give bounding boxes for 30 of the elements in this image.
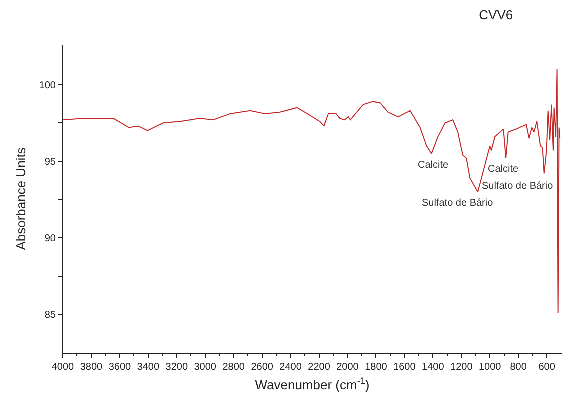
- x-tick-label: 1000: [478, 362, 502, 373]
- line-series: [63, 69, 561, 314]
- x-tick-label: 3600: [108, 362, 132, 373]
- annotation: Calcite: [418, 160, 450, 171]
- x-tick-label: 3800: [80, 362, 104, 373]
- x-tick-label: 2800: [222, 362, 246, 373]
- x-tick-label: 3200: [166, 362, 188, 373]
- x-tick-label: 2600: [251, 362, 274, 373]
- y-axis-title: Absorbance Units: [13, 147, 28, 250]
- x-tick-label: 2200: [308, 362, 331, 373]
- annotation: Sulfato de Bário: [422, 198, 494, 209]
- x-tick-label: 1600: [394, 362, 416, 373]
- annotation: Sulfato de Bário: [482, 181, 554, 192]
- y-tick-label: 85: [44, 310, 56, 322]
- y-tick-label: 90: [44, 234, 56, 245]
- annotation: Calcite: [488, 164, 520, 175]
- x-tick-label: 3000: [194, 362, 217, 373]
- y-tick-label: 95: [44, 156, 56, 168]
- x-tick-label: 2000: [336, 362, 360, 373]
- x-tick-label: 1800: [365, 362, 388, 373]
- x-axis-title: Wavenumber (cm$^{-1}$): [255, 376, 370, 393]
- x-tick-label: 600: [538, 362, 556, 373]
- y-tick-label: 100: [39, 80, 56, 92]
- x-tick-label: 4000: [52, 362, 75, 373]
- chart-title: CVV6: [479, 8, 514, 23]
- x-tick-label: 1200: [450, 362, 474, 373]
- x-tick-label: 2400: [280, 362, 302, 373]
- x-tick-label: 1400: [422, 362, 445, 373]
- x-tick-label: 3400: [137, 362, 160, 373]
- x-tick-label: 800: [510, 362, 528, 373]
